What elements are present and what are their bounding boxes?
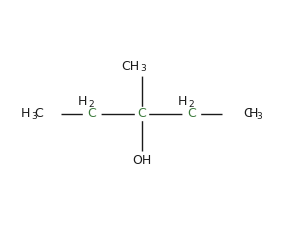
Bar xyxy=(233,107,261,120)
Text: C: C xyxy=(87,107,96,120)
Text: H: H xyxy=(178,95,187,108)
Bar xyxy=(20,107,53,120)
Bar xyxy=(83,105,100,122)
Bar xyxy=(132,154,151,168)
Text: H: H xyxy=(248,107,258,120)
Bar xyxy=(183,105,200,122)
Text: H: H xyxy=(78,95,87,108)
Text: H: H xyxy=(21,107,31,120)
Text: C: C xyxy=(187,107,196,120)
Text: 3: 3 xyxy=(256,112,261,121)
Text: OH: OH xyxy=(132,154,151,167)
Text: 2: 2 xyxy=(189,100,194,109)
Text: C: C xyxy=(34,107,43,120)
Text: 3: 3 xyxy=(140,64,146,73)
Text: C: C xyxy=(137,107,146,120)
Bar xyxy=(130,58,153,75)
Text: CH: CH xyxy=(121,60,140,73)
Text: 3: 3 xyxy=(31,112,37,121)
Text: C: C xyxy=(243,107,252,120)
Text: 2: 2 xyxy=(89,100,95,109)
Bar xyxy=(134,107,149,120)
